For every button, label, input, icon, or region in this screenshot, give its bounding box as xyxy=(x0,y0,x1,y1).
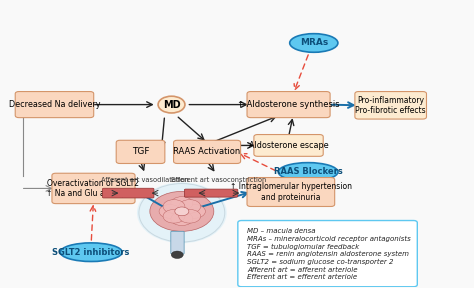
Text: Aldosterone escape: Aldosterone escape xyxy=(249,141,328,150)
Circle shape xyxy=(171,212,193,226)
Circle shape xyxy=(159,204,181,218)
FancyBboxPatch shape xyxy=(15,92,94,118)
FancyBboxPatch shape xyxy=(173,140,241,164)
FancyBboxPatch shape xyxy=(116,140,165,164)
FancyBboxPatch shape xyxy=(247,92,330,118)
Text: MRAs – mineralocorticoid receptor antagonists: MRAs – mineralocorticoid receptor antago… xyxy=(247,236,411,242)
Text: TGF = tubuloglomular feedback: TGF = tubuloglomular feedback xyxy=(247,243,359,250)
FancyBboxPatch shape xyxy=(355,92,427,119)
Text: SGLT2 = sodium glucose co-transporter 2: SGLT2 = sodium glucose co-transporter 2 xyxy=(247,259,393,265)
Ellipse shape xyxy=(278,163,338,181)
Circle shape xyxy=(150,192,214,231)
Circle shape xyxy=(163,209,185,223)
Text: Efferent art vasoconstriction: Efferent art vasoconstriction xyxy=(171,177,266,183)
Text: MRAs: MRAs xyxy=(300,39,328,48)
Text: Pro-inflammatory
Pro-fibrotic effects: Pro-inflammatory Pro-fibrotic effects xyxy=(356,96,426,115)
Circle shape xyxy=(183,204,205,218)
Text: Afferent art vasodilatation: Afferent art vasodilatation xyxy=(101,177,189,183)
Text: SGLT2 inhibitors: SGLT2 inhibitors xyxy=(53,248,130,257)
Text: Efferent art = efferent arteriole: Efferent art = efferent arteriole xyxy=(247,274,357,281)
Text: RAAS = renin angiotensin aldosterone system: RAAS = renin angiotensin aldosterone sys… xyxy=(247,251,409,257)
FancyBboxPatch shape xyxy=(171,231,184,254)
Ellipse shape xyxy=(290,34,338,52)
FancyBboxPatch shape xyxy=(247,177,335,206)
FancyBboxPatch shape xyxy=(238,221,417,287)
Text: Afferent art = afferent arteriole: Afferent art = afferent arteriole xyxy=(247,267,357,273)
Circle shape xyxy=(163,200,185,213)
Text: MD: MD xyxy=(163,100,180,110)
Circle shape xyxy=(171,197,193,210)
Ellipse shape xyxy=(137,182,227,243)
FancyBboxPatch shape xyxy=(184,189,238,197)
Text: RAAS Blockers: RAAS Blockers xyxy=(273,167,342,177)
Text: Decreased Na delivery: Decreased Na delivery xyxy=(9,100,100,109)
Text: Overactivation of SGLT2
↑ Na and Glu absorption: Overactivation of SGLT2 ↑ Na and Glu abs… xyxy=(46,179,141,198)
Circle shape xyxy=(175,207,189,216)
Circle shape xyxy=(179,209,201,223)
Circle shape xyxy=(158,96,185,113)
Text: TGF: TGF xyxy=(132,147,149,156)
Text: ↑ Aldosterone synthesis: ↑ Aldosterone synthesis xyxy=(237,100,340,109)
FancyBboxPatch shape xyxy=(254,134,323,156)
Circle shape xyxy=(179,200,201,213)
FancyBboxPatch shape xyxy=(102,188,154,198)
Text: MD – macula densa: MD – macula densa xyxy=(247,228,316,234)
Circle shape xyxy=(171,251,183,259)
Text: ↑ Intraglomerular hypertension
and proteinuria: ↑ Intraglomerular hypertension and prote… xyxy=(230,182,352,202)
Text: RAAS Activation: RAAS Activation xyxy=(173,147,241,156)
Ellipse shape xyxy=(60,243,122,262)
FancyBboxPatch shape xyxy=(52,173,135,204)
